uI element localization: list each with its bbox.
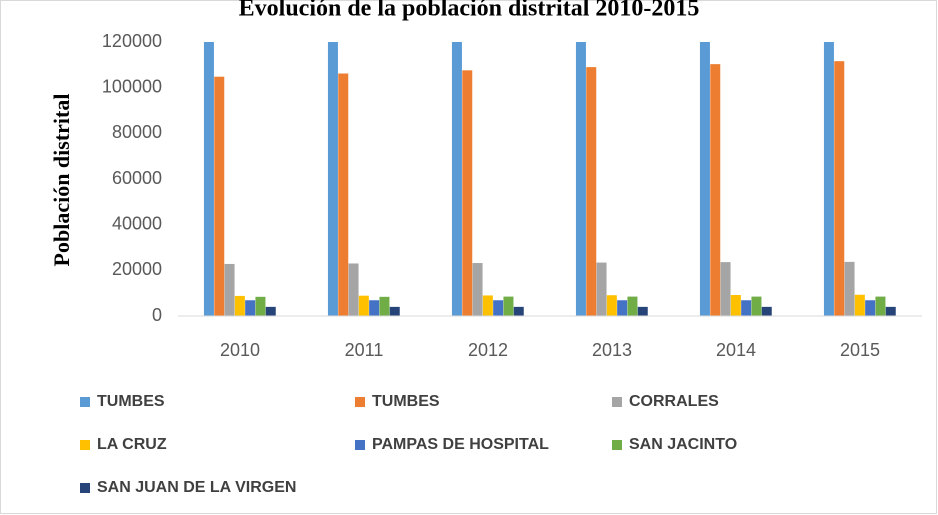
x-tick-label: 2011: [345, 340, 384, 360]
legend-swatch: [612, 440, 622, 450]
bar: [389, 306, 400, 316]
legend-swatch: [612, 397, 622, 407]
bar: [710, 64, 721, 316]
y-tick-label: 40000: [112, 213, 162, 233]
bar: [214, 76, 225, 316]
chart-title: Evolución de la población distrital 2010…: [239, 0, 700, 22]
legend-label: CORRALES: [629, 393, 719, 410]
legend-swatch: [355, 397, 365, 407]
bar: [234, 295, 245, 316]
bar: [369, 300, 380, 316]
bar: [741, 300, 752, 316]
bar: [358, 295, 369, 316]
legend-label: LA CRUZ: [97, 436, 167, 453]
bar: [224, 263, 235, 316]
y-tick-label: 60000: [112, 168, 162, 188]
legend-label: TUMBES: [97, 393, 165, 410]
legend-swatch: [80, 483, 90, 493]
bar: [203, 42, 214, 317]
bars: [203, 42, 896, 317]
legend-label: PAMPAS DE HOSPITAL: [372, 436, 549, 453]
bar: [245, 300, 256, 316]
bar: [875, 296, 886, 316]
bar: [472, 263, 483, 316]
x-tick-label: 2015: [840, 340, 880, 360]
x-tick-label: 2010: [220, 340, 260, 360]
x-tick-label: 2013: [592, 340, 632, 360]
bar: [885, 306, 896, 316]
bar: [338, 73, 349, 316]
legend-label: SAN JACINTO: [629, 436, 737, 453]
bar: [493, 300, 504, 316]
bar: [627, 296, 638, 316]
bar: [761, 306, 772, 316]
bar: [617, 300, 628, 316]
bar: [699, 42, 710, 316]
bar: [586, 67, 597, 316]
legend-label: TUMBES: [372, 393, 440, 410]
y-tick-label: 120000: [102, 31, 162, 51]
bar: [379, 296, 390, 316]
bar: [513, 306, 524, 316]
bar: [854, 294, 865, 316]
bar: [865, 300, 876, 316]
bar: [834, 61, 845, 317]
bar: [255, 296, 266, 316]
bar: [596, 262, 607, 316]
bar: [482, 295, 493, 316]
y-tick-label: 100000: [102, 76, 162, 96]
bar: [751, 296, 762, 316]
bar: [348, 263, 359, 316]
x-tick-label: 2014: [716, 340, 756, 360]
bar: [575, 42, 586, 317]
y-tick-label: 0: [152, 305, 162, 325]
bar: [503, 296, 514, 316]
bar: [720, 262, 731, 316]
legend-swatch: [80, 440, 90, 450]
bar: [451, 42, 462, 316]
y-tick-label: 80000: [112, 122, 162, 142]
y-axis-label: Población distrital: [49, 94, 74, 267]
bar: [637, 306, 648, 316]
bar: [265, 306, 276, 316]
bar: [730, 294, 741, 316]
legend-swatch: [80, 397, 90, 407]
y-tick-label: 20000: [112, 259, 162, 279]
legend-swatch: [355, 440, 365, 450]
x-tick-label: 2012: [468, 340, 508, 360]
bar: [327, 42, 338, 316]
legend-label: SAN JUAN DE LA VIRGEN: [97, 479, 296, 496]
bar: [462, 70, 473, 317]
bar: [844, 261, 855, 316]
bar: [606, 295, 617, 316]
bar: [823, 42, 834, 317]
